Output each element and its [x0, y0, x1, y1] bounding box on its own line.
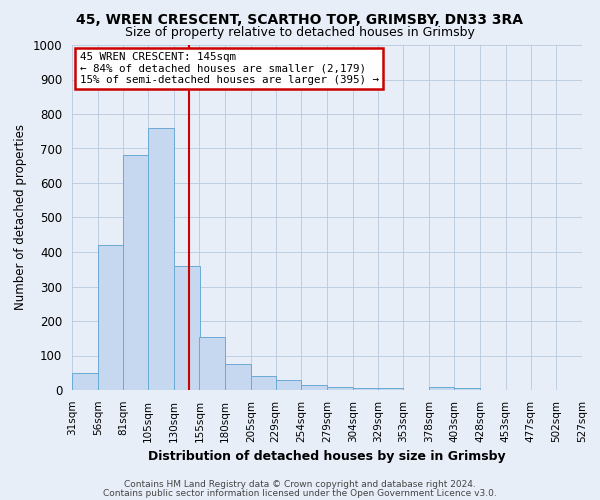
Bar: [275, 380, 301, 390]
Bar: [353, 388, 379, 390]
Text: 45 WREN CRESCENT: 145sqm
← 84% of detached houses are smaller (2,179)
15% of sem: 45 WREN CRESCENT: 145sqm ← 84% of detach…: [80, 52, 379, 85]
Bar: [174, 266, 199, 390]
Y-axis label: Number of detached properties: Number of detached properties: [14, 124, 27, 310]
Bar: [98, 245, 124, 390]
Bar: [251, 376, 275, 390]
X-axis label: Distribution of detached houses by size in Grimsby: Distribution of detached houses by size …: [148, 450, 506, 463]
Bar: [455, 388, 480, 390]
Bar: [124, 156, 148, 390]
Text: Contains public sector information licensed under the Open Government Licence v3: Contains public sector information licen…: [103, 488, 497, 498]
Bar: [379, 388, 403, 390]
Text: 45, WREN CRESCENT, SCARTHO TOP, GRIMSBY, DN33 3RA: 45, WREN CRESCENT, SCARTHO TOP, GRIMSBY,…: [77, 12, 523, 26]
Bar: [199, 336, 225, 390]
Text: Contains HM Land Registry data © Crown copyright and database right 2024.: Contains HM Land Registry data © Crown c…: [124, 480, 476, 489]
Bar: [301, 385, 327, 390]
Bar: [429, 387, 455, 390]
Text: Size of property relative to detached houses in Grimsby: Size of property relative to detached ho…: [125, 26, 475, 39]
Bar: [225, 364, 251, 390]
Bar: [72, 373, 98, 390]
Bar: [327, 386, 353, 390]
Bar: [148, 128, 174, 390]
